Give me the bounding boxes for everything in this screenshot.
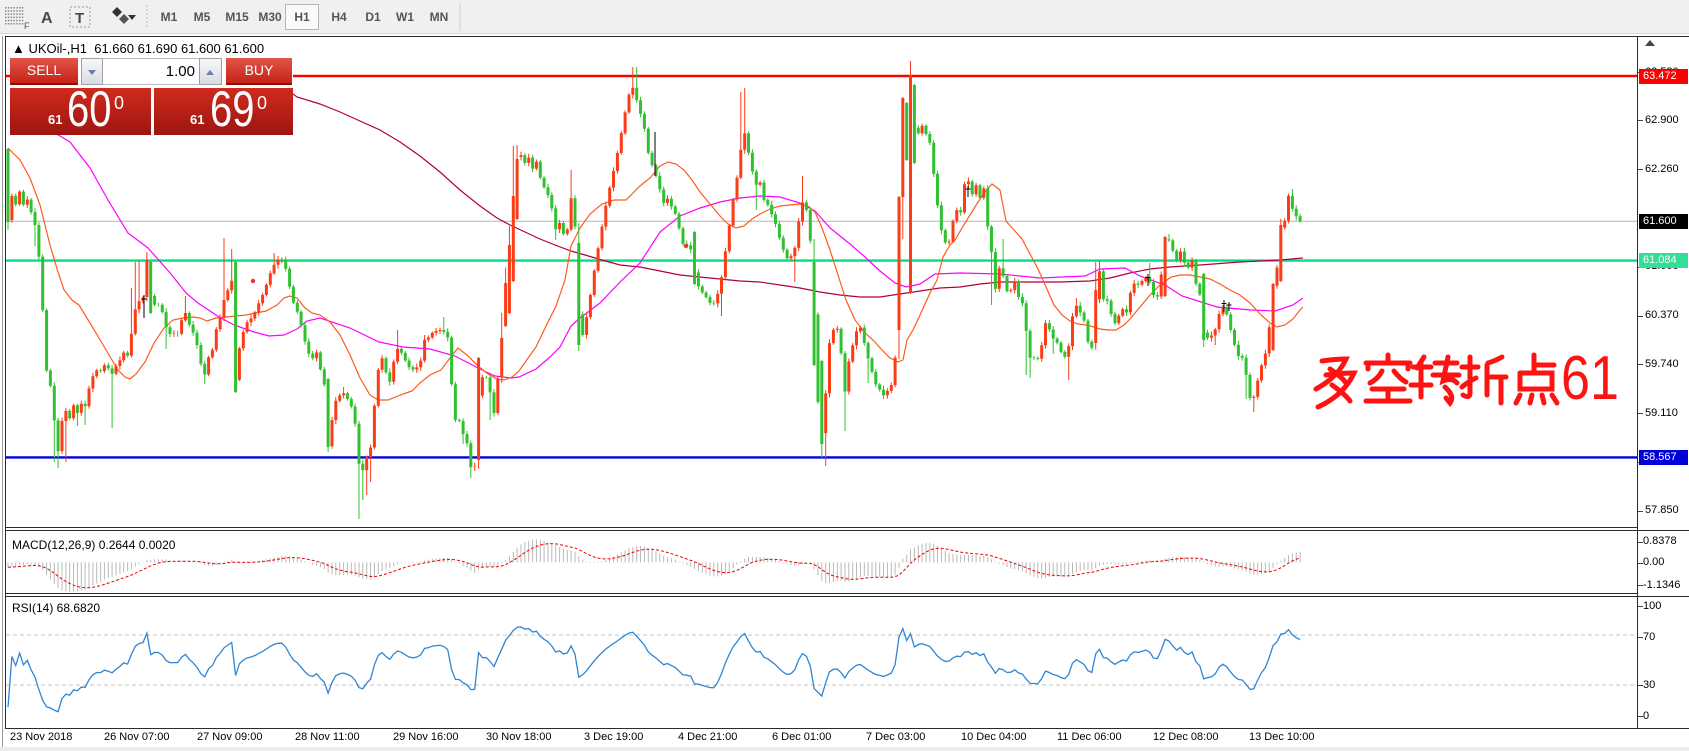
- svg-text:F: F: [24, 21, 30, 31]
- svg-text:A: A: [41, 10, 53, 27]
- svg-text:61: 61: [1561, 344, 1619, 413]
- svg-text:T: T: [75, 10, 84, 27]
